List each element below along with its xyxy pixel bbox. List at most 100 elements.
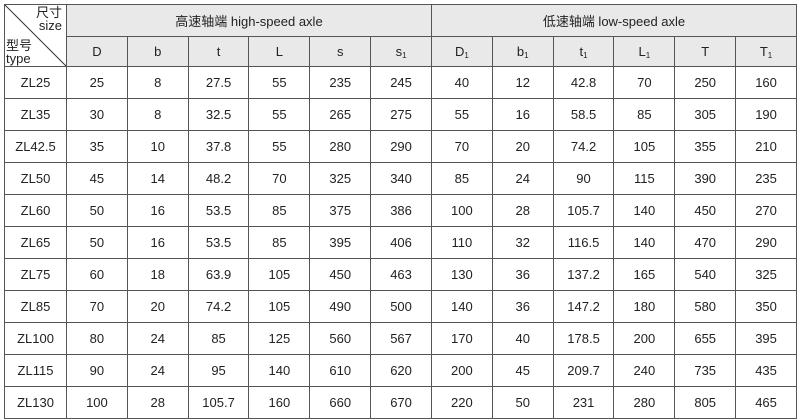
value-cell: 74.2 — [552, 130, 615, 163]
value-cell: 130 — [430, 258, 493, 291]
value-cell: 60 — [66, 258, 128, 291]
size-label: 尺寸 size — [35, 5, 62, 33]
value-cell: 90 — [552, 162, 615, 195]
model-cell: ZL42.5 — [4, 130, 67, 163]
value-cell: 105 — [248, 290, 311, 323]
table-row: ZL35 30 8 32.5 55 265 275 55 16 58.5 85 305 190 — [4, 98, 797, 131]
low-speed-group-header: 低速轴端 low-speed axle — [430, 4, 798, 37]
value-cell: 85 — [248, 226, 311, 259]
value-cell: 660 — [309, 386, 372, 419]
value-cell: 18 — [126, 258, 189, 291]
table-row: ZL50 45 14 48.2 70 325 340 85 24 90 115 390 235 — [4, 162, 797, 195]
model-cell: ZL35 — [4, 98, 67, 131]
value-cell: 85 — [248, 194, 311, 227]
value-cell: 115 — [613, 162, 676, 195]
value-cell: 560 — [309, 322, 372, 355]
value-cell: 125 — [248, 322, 311, 355]
column-header: b1 — [491, 36, 554, 67]
table-row: ZL42.5 35 10 37.8 55 280 290 70 20 74.2 105 355 210 — [4, 130, 797, 163]
table-row: ZL100 80 24 85 125 560 567 170 40 178.5 200 655 395 — [4, 322, 797, 355]
value-cell: 200 — [613, 322, 676, 355]
value-cell: 375 — [309, 194, 372, 227]
value-cell: 85 — [430, 162, 493, 195]
spec-table: 尺寸 size 型号 type 高速轴端 high-speed axle 低速轴端 … — [4, 4, 798, 419]
value-cell: 53.5 — [187, 194, 250, 227]
value-cell: 63.9 — [187, 258, 250, 291]
value-cell: 53.5 — [187, 226, 250, 259]
table-row: ZL75 60 18 63.9 105 450 463 130 36 137.2 165 540 325 — [4, 258, 797, 291]
table-row: ZL65 50 16 53.5 85 395 406 110 32 116.5 140 470 290 — [4, 226, 797, 259]
value-cell: 110 — [430, 226, 493, 259]
column-header: t1 — [552, 36, 615, 67]
diagonal-divider — [5, 5, 66, 66]
column-header: L1 — [613, 36, 676, 67]
value-cell: 245 — [370, 66, 432, 99]
value-cell: 140 — [248, 354, 311, 387]
value-cell: 386 — [370, 194, 432, 227]
value-cell: 231 — [552, 386, 615, 419]
column-header: D1 — [430, 36, 493, 67]
value-cell: 450 — [309, 258, 372, 291]
corner-header: 尺寸 size 型号 type — [4, 4, 67, 67]
value-cell: 190 — [735, 98, 797, 131]
value-cell: 8 — [126, 66, 189, 99]
value-cell: 70 — [430, 130, 493, 163]
value-cell: 37.8 — [187, 130, 250, 163]
value-cell: 540 — [674, 258, 737, 291]
value-cell: 32 — [491, 226, 554, 259]
value-cell: 50 — [491, 386, 554, 419]
value-cell: 450 — [674, 194, 737, 227]
value-cell: 105 — [613, 130, 676, 163]
value-cell: 36 — [491, 258, 554, 291]
value-cell: 735 — [674, 354, 737, 387]
column-header: t — [187, 36, 250, 67]
value-cell: 290 — [735, 226, 797, 259]
value-cell: 24 — [491, 162, 554, 195]
value-cell: 470 — [674, 226, 737, 259]
value-cell: 55 — [248, 98, 311, 131]
value-cell: 16 — [126, 226, 189, 259]
value-cell: 465 — [735, 386, 797, 419]
table-row: ZL60 50 16 53.5 85 375 386 100 28 105.7 140 450 270 — [4, 194, 797, 227]
value-cell: 325 — [735, 258, 797, 291]
value-cell: 20 — [126, 290, 189, 323]
value-cell: 40 — [430, 66, 493, 99]
value-cell: 610 — [309, 354, 372, 387]
value-cell: 490 — [309, 290, 372, 323]
value-cell: 48.2 — [187, 162, 250, 195]
value-cell: 28 — [126, 386, 189, 419]
high-speed-group-header: 高速轴端 high-speed axle — [66, 4, 432, 37]
value-cell: 55 — [248, 130, 311, 163]
value-cell: 280 — [613, 386, 676, 419]
value-cell: 70 — [613, 66, 676, 99]
value-cell: 70 — [248, 162, 311, 195]
value-cell: 55 — [248, 66, 311, 99]
value-cell: 36 — [491, 290, 554, 323]
value-cell: 16 — [126, 194, 189, 227]
value-cell: 116.5 — [552, 226, 615, 259]
value-cell: 160 — [248, 386, 311, 419]
value-cell: 12 — [491, 66, 554, 99]
value-cell: 165 — [613, 258, 676, 291]
value-cell: 25 — [66, 66, 128, 99]
value-cell: 137.2 — [552, 258, 615, 291]
model-cell: ZL100 — [4, 322, 67, 355]
value-cell: 35 — [66, 130, 128, 163]
value-cell: 45 — [66, 162, 128, 195]
value-cell: 140 — [430, 290, 493, 323]
value-cell: 500 — [370, 290, 432, 323]
value-cell: 275 — [370, 98, 432, 131]
table-row: ZL85 70 20 74.2 105 490 500 140 36 147.2 180 580 350 — [4, 290, 797, 323]
value-cell: 200 — [430, 354, 493, 387]
value-cell: 28 — [491, 194, 554, 227]
model-cell: ZL75 — [4, 258, 67, 291]
value-cell: 100 — [430, 194, 493, 227]
value-cell: 180 — [613, 290, 676, 323]
value-cell: 40 — [491, 322, 554, 355]
value-cell: 220 — [430, 386, 493, 419]
column-header: L — [248, 36, 311, 67]
value-cell: 655 — [674, 322, 737, 355]
value-cell: 280 — [309, 130, 372, 163]
value-cell: 74.2 — [187, 290, 250, 323]
value-cell: 270 — [735, 194, 797, 227]
